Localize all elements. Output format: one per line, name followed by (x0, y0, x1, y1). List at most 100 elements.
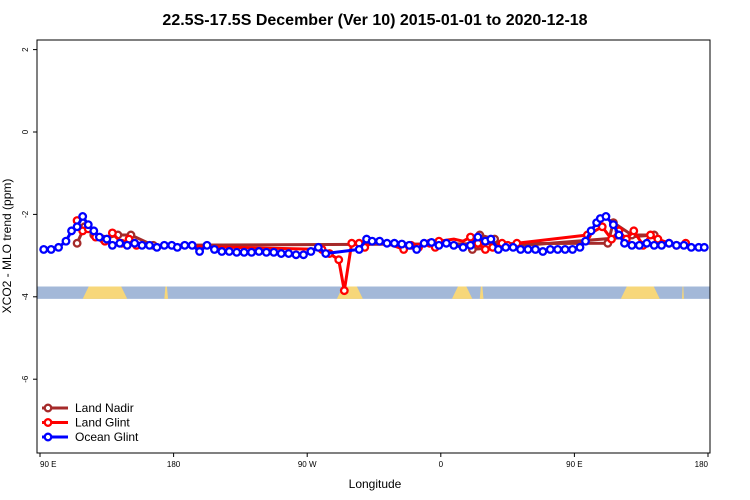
ocean-glint-point (486, 234, 496, 244)
ocean-glint-point (232, 247, 242, 257)
ocean-glint-point (530, 244, 540, 254)
land-band-6 (682, 286, 684, 299)
ocean-glint-point (152, 242, 162, 252)
legend-label: Land Nadir (75, 401, 134, 415)
ocean-glint-point (354, 244, 364, 254)
chart-title: 22.5S-17.5S December (Ver 10) 2015-01-01… (162, 12, 587, 29)
legend-swatch-point (43, 432, 53, 442)
ocean-glint-point (586, 226, 596, 236)
land-nadir-point (72, 238, 82, 248)
ocean-glint-point (608, 220, 618, 230)
ocean-glint-point (78, 212, 88, 221)
ocean-glint-point (642, 238, 652, 248)
ocean-glint-point (553, 244, 563, 254)
ocean-glint-point (195, 247, 205, 256)
ocean-glint-point (72, 222, 82, 232)
ocean-glint-point (657, 240, 667, 250)
ocean-glint-point (172, 242, 182, 252)
x-tick-label: 180 (695, 460, 709, 469)
ocean-glint-point (516, 244, 526, 254)
legend-entry-ocean-glint: Ocean Glint (42, 430, 139, 444)
land-glint-point (653, 234, 663, 244)
ocean-glint-point (83, 220, 93, 230)
ocean-glint-point (137, 240, 147, 250)
ocean-glint-point (412, 244, 422, 254)
ocean-glint-point (321, 249, 331, 258)
ocean-glint-point (159, 240, 169, 250)
ocean-glint-point (130, 238, 140, 248)
ocean-glint-point (679, 240, 689, 250)
ocean-glint-point (217, 247, 227, 256)
ocean-glint-point (276, 249, 286, 258)
y-tick-label: -4 (21, 293, 30, 301)
ocean-glint-point (568, 244, 577, 254)
ocean-glint-point (545, 244, 555, 254)
land-glint-point (347, 238, 357, 248)
ocean-glint-point (508, 242, 518, 252)
legend-swatch-point (43, 403, 53, 413)
legend-label: Land Glint (75, 416, 130, 430)
ocean-glint-point (306, 247, 316, 256)
ocean-glint-point (284, 249, 294, 258)
y-tick-label: -2 (21, 210, 30, 218)
land-glint-point (107, 228, 117, 238)
land-glint-point (466, 232, 475, 242)
ocean-glint-point (94, 232, 104, 242)
ocean-glint-point (427, 237, 436, 247)
ocean-glint-point (224, 247, 234, 256)
ocean-glint-point (239, 247, 249, 257)
ocean-glint-point (560, 244, 570, 254)
ocean-glint-point (46, 244, 56, 254)
ocean-glint-point (686, 242, 696, 252)
y-tick-label: -6 (21, 375, 30, 383)
y-axis-label: XCO2 - MLO trend (ppm) (0, 179, 14, 314)
land-glint-point (607, 234, 616, 244)
ocean-glint-point (61, 236, 71, 246)
ocean-glint-point (180, 240, 190, 250)
ocean-glint-point (261, 247, 271, 257)
ocean-glint-point (115, 238, 125, 248)
ocean-glint-point (419, 238, 429, 248)
y-tick-label: 2 (21, 47, 30, 52)
plot-frame (36, 39, 711, 454)
ocean-glint-point (523, 244, 533, 254)
legend-entry-land-glint: Land Glint (42, 416, 130, 430)
ocean-glint-point (627, 240, 637, 250)
land-ocean-strip (37, 286, 710, 299)
ocean-glint-point (202, 240, 212, 250)
x-tick-label: 90 E (566, 460, 582, 469)
land-band-1 (164, 286, 169, 299)
series-layer (39, 212, 709, 296)
ocean-glint-point (634, 240, 644, 250)
land-band-0 (82, 286, 128, 299)
ocean-glint-point (107, 240, 117, 250)
land-glint-point (339, 286, 349, 296)
series-ocean-glint (39, 212, 709, 260)
ocean-glint-point (389, 238, 399, 248)
ocean-glint-point (382, 238, 392, 248)
legend-entry-land-nadir: Land Nadir (42, 401, 134, 415)
ocean-glint-point (649, 240, 659, 250)
land-glint-point (480, 244, 490, 254)
ocean-glint-point (89, 226, 99, 236)
ocean-glint-point (493, 244, 503, 254)
ocean-glint-point (54, 242, 64, 252)
ocean-glint-point (458, 242, 468, 252)
ocean-glint-point (449, 240, 459, 250)
ocean-glint-point (39, 244, 49, 254)
ocean-glint-point (187, 240, 197, 250)
land-glint-point (597, 222, 607, 232)
land-glint-point (629, 226, 639, 236)
ocean-band (37, 286, 710, 299)
x-tick-label: 180 (167, 460, 181, 469)
ocean-glint-point (404, 240, 414, 250)
ocean-glint-point (313, 242, 323, 252)
ocean-glint-point (254, 247, 264, 256)
ocean-glint-point (434, 240, 444, 250)
ocean-glint-point (473, 232, 483, 242)
ocean-glint-point (672, 240, 681, 250)
x-tick-label: 0 (439, 460, 444, 469)
ocean-glint-point (269, 247, 279, 257)
